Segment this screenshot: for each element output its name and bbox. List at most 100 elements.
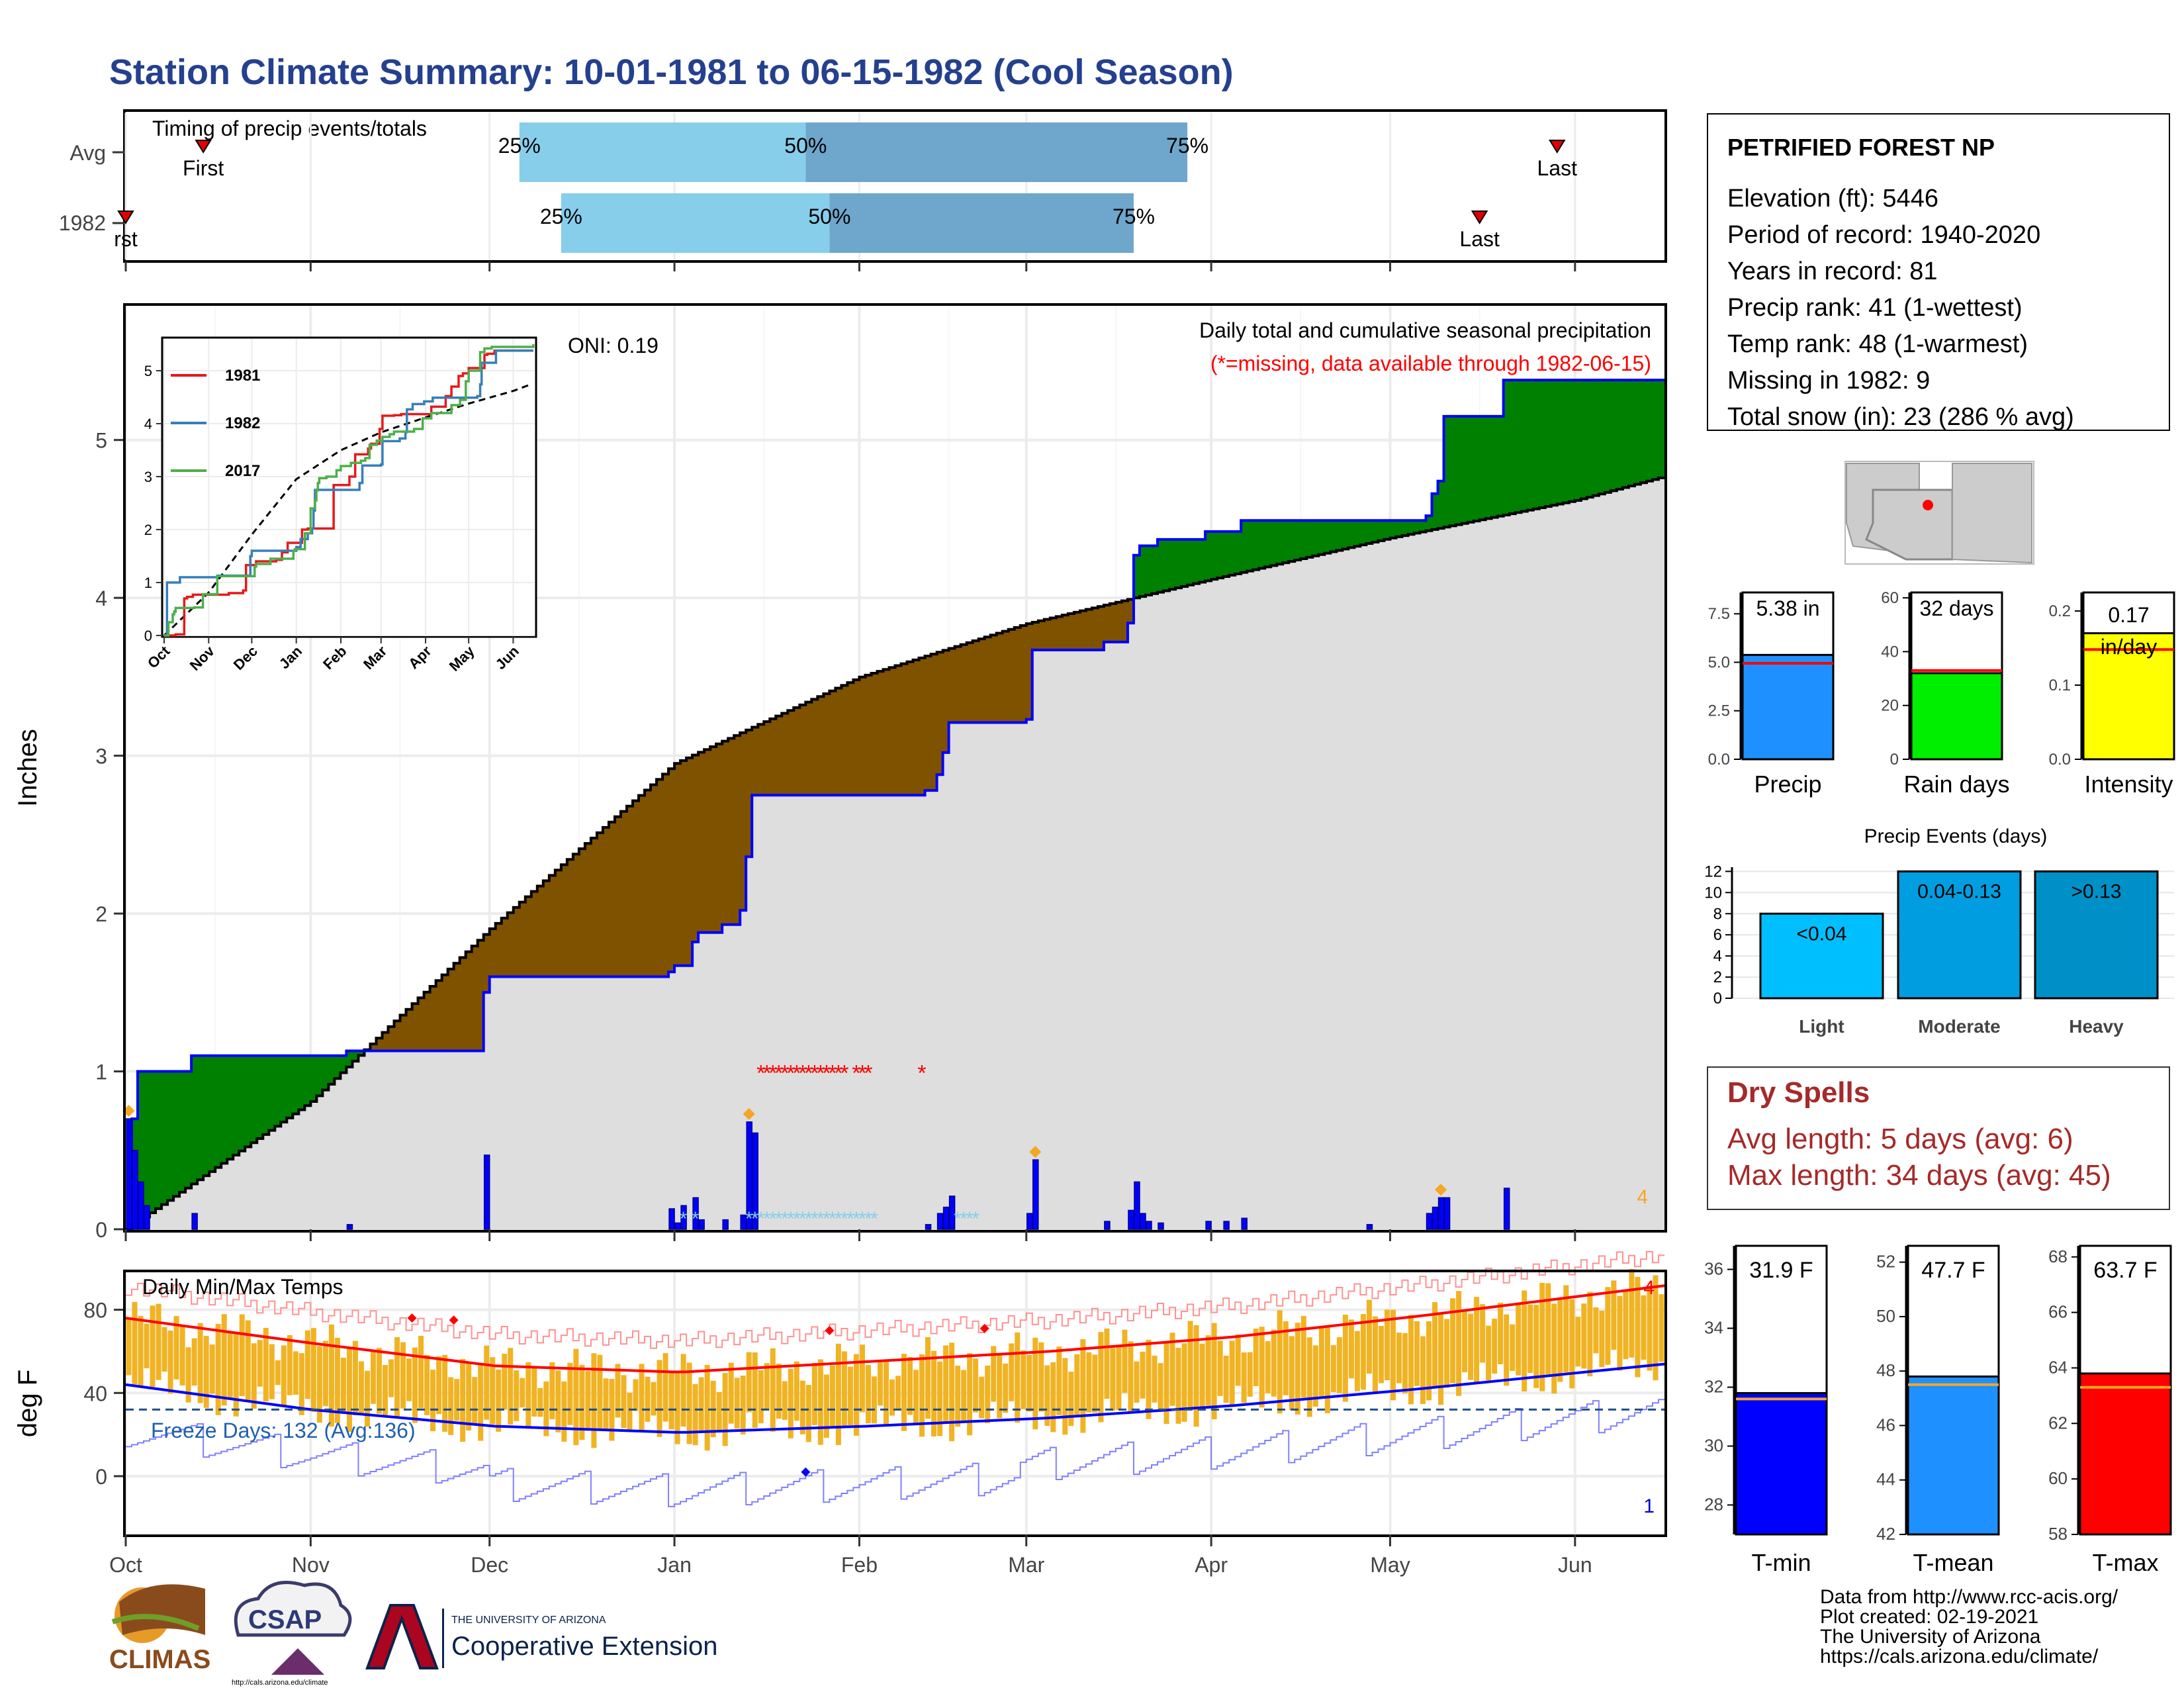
above-avg-seg-207 xyxy=(1360,520,1367,545)
below-avg-seg-163 xyxy=(1097,606,1105,650)
temp-bar-17 xyxy=(227,1331,233,1399)
inset-series-1982 xyxy=(164,349,533,637)
precip-ytick-label-4: 4 xyxy=(95,586,107,610)
below-avg-seg-90 xyxy=(662,774,669,977)
temp-bar-35 xyxy=(334,1337,340,1423)
temp-bar-208 xyxy=(1366,1299,1372,1374)
temperature-panel: 0 40 80 Daily Min/Max Temps Freeze Days: 1… xyxy=(13,1250,1667,1537)
temp-bar-91 xyxy=(668,1371,674,1430)
above-avg-seg-174 xyxy=(1163,539,1170,591)
above-avg-seg-217 xyxy=(1420,520,1427,532)
temp-bar-19 xyxy=(239,1314,245,1397)
above-avg-seg-7 xyxy=(167,1071,174,1201)
below-avg-seg-51 xyxy=(430,986,437,1051)
temp-bar-113 xyxy=(799,1380,805,1434)
temp-bar-36 xyxy=(340,1358,346,1412)
summary-label-1: Rain days xyxy=(1903,771,2009,798)
temp-summary-tick-label-1-2: 46 xyxy=(1876,1415,1895,1434)
below-avg-seg-108 xyxy=(770,718,776,796)
temp-bar-50 xyxy=(424,1354,430,1415)
temp-bar-153 xyxy=(1038,1342,1044,1412)
above-avg-seg-252 xyxy=(1628,380,1635,487)
station-frame xyxy=(1707,113,2170,431)
below-avg-seg-49 xyxy=(418,998,425,1051)
temp-bar-233 xyxy=(1516,1303,1522,1376)
missing-snow-marker-11: * xyxy=(799,1208,807,1230)
below-avg-seg-143 xyxy=(978,639,985,723)
above-avg-seg-200 xyxy=(1318,520,1325,555)
temp-bar-188 xyxy=(1247,1352,1253,1397)
temp-ytick-label-2: 80 xyxy=(83,1299,107,1323)
below-avg-seg-105 xyxy=(752,727,758,796)
below-avg-seg-92 xyxy=(674,763,681,966)
missing-snow-marker-22: * xyxy=(864,1208,872,1230)
temp-bar-248 xyxy=(1605,1287,1611,1365)
events-bar-label-0: <0.04 xyxy=(1797,923,1847,945)
below-avg-seg-85 xyxy=(632,800,639,977)
temp-bar-134 xyxy=(925,1336,931,1419)
below-avg-seg-80 xyxy=(602,827,610,977)
temp-bar-110 xyxy=(782,1381,788,1420)
above-avg-seg-226 xyxy=(1473,416,1480,522)
temp-bar-191 xyxy=(1265,1341,1271,1393)
station-line-2: Years in record: 81 xyxy=(1727,258,1938,285)
temp-bar-225 xyxy=(1468,1313,1474,1380)
below-avg-seg-82 xyxy=(614,816,621,977)
temp-bar-49 xyxy=(418,1335,424,1409)
above-avg-seg-229 xyxy=(1491,416,1498,518)
missing-snow-marker-20: * xyxy=(852,1208,860,1230)
temp-bar-121 xyxy=(847,1366,853,1426)
station-line-6: Total snow (in): 23 (286 % avg) xyxy=(1727,403,2074,431)
daily-precip-bar-36 xyxy=(1503,1188,1510,1230)
temp-bar-159 xyxy=(1074,1354,1080,1416)
above-avg-seg-245 xyxy=(1586,380,1594,498)
above-avg-seg-220 xyxy=(1437,481,1445,529)
temp-bar-18 xyxy=(233,1333,239,1417)
above-avg-seg-210 xyxy=(1378,520,1385,541)
temp-bar-58 xyxy=(472,1377,478,1425)
temp-bar-205 xyxy=(1348,1319,1354,1379)
daily-precip-bar-31 xyxy=(1366,1224,1373,1230)
below-avg-seg-48 xyxy=(412,1004,419,1051)
temp-bar-37 xyxy=(346,1348,352,1432)
temp-bar-74 xyxy=(567,1362,573,1425)
temp-bar-65 xyxy=(514,1370,520,1421)
daily-precip-bar-10 xyxy=(692,1197,699,1230)
below-avg-seg-68 xyxy=(531,891,538,977)
below-avg-seg-77 xyxy=(584,843,592,977)
temp-bar-88 xyxy=(651,1382,657,1416)
temp-bar-141 xyxy=(967,1352,973,1436)
temp-bar-178 xyxy=(1187,1321,1193,1408)
dry-frame xyxy=(1707,1066,2170,1210)
missing-marker-7: * xyxy=(798,1061,807,1086)
csap-url: http://cals.arizona.edu/climate xyxy=(232,1679,328,1687)
temp-bar-196 xyxy=(1295,1323,1300,1415)
precip-title: Daily total and cumulative seasonal prec… xyxy=(1199,318,1651,342)
above-avg-seg-10 xyxy=(185,1071,192,1188)
month-label-apr: Apr xyxy=(1195,1553,1228,1577)
above-avg-seg-23 xyxy=(263,1055,269,1135)
temp-bar-221 xyxy=(1444,1319,1450,1388)
above-avg-seg-179 xyxy=(1193,539,1200,584)
temp-bar-60 xyxy=(484,1345,490,1420)
temp-bar-195 xyxy=(1289,1336,1295,1410)
below-avg-seg-94 xyxy=(686,757,693,966)
temp-bar-2 xyxy=(138,1315,144,1388)
precip-ytick-label-1: 1 xyxy=(95,1060,107,1084)
temp-bar-162 xyxy=(1092,1354,1098,1413)
above-avg-seg-11 xyxy=(191,1055,198,1184)
below-avg-seg-86 xyxy=(639,795,645,977)
below-avg-seg-159 xyxy=(1073,612,1081,650)
station-info-box: PETRIFIED FOREST NP Elevation (ft): 5446… xyxy=(1707,113,2170,431)
month-label-jan: Jan xyxy=(657,1553,692,1577)
temp-bar-62 xyxy=(496,1369,502,1432)
below-avg-seg-122 xyxy=(853,679,860,796)
above-avg-seg-204 xyxy=(1342,520,1349,549)
above-avg-seg-223 xyxy=(1455,416,1463,525)
month-label-dec: Dec xyxy=(471,1553,508,1577)
inset-ytick-label-5: 5 xyxy=(144,363,152,379)
above-avg-seg-248 xyxy=(1604,380,1612,492)
above-avg-seg-244 xyxy=(1580,380,1588,499)
temp-bar-32 xyxy=(316,1346,322,1423)
temp-bar-106 xyxy=(758,1370,764,1424)
